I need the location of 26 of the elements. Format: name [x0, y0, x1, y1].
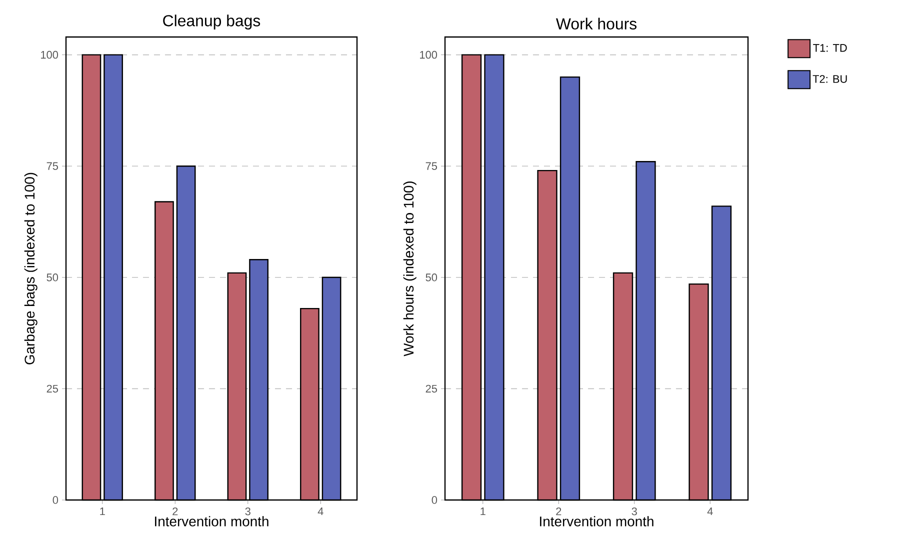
y-axis-title: Work hours (indexed to 100) — [403, 182, 416, 356]
y-tick-label: 50 — [46, 274, 58, 282]
y-axis-title: Garbage bags (indexed to 100) — [24, 172, 38, 364]
y-tick-label: 50 — [426, 274, 438, 282]
x-tick-label: 3 — [632, 508, 637, 516]
y-tick-label: 75 — [46, 162, 58, 170]
x-tick-label: 1 — [100, 508, 105, 516]
chart-title: Cleanup bags — [163, 14, 260, 30]
y-tick-label: 25 — [426, 384, 438, 393]
x-tick-label: 2 — [172, 508, 178, 516]
x-tick-label: 2 — [556, 508, 562, 516]
chart-title: Work hours — [556, 18, 637, 30]
x-tick-label: 4 — [318, 508, 324, 516]
x-axis-title: Intervention month — [155, 516, 268, 526]
x-tick-label: 4 — [707, 508, 713, 516]
x-axis-title: Intervention month — [540, 516, 654, 526]
y-tick-label: 75 — [426, 162, 438, 170]
x-tick-label: 3 — [245, 508, 250, 516]
y-tick-label: 0 — [52, 496, 58, 504]
legend-label: T2: BU — [812, 75, 847, 83]
x-tick-label: 1 — [480, 508, 486, 516]
y-tick-label: 25 — [46, 384, 58, 393]
y-tick-label: 0 — [432, 496, 438, 504]
y-tick-label: 100 — [41, 50, 58, 59]
legend-label: T1: TD — [813, 44, 847, 52]
y-tick-label: 100 — [420, 50, 438, 59]
